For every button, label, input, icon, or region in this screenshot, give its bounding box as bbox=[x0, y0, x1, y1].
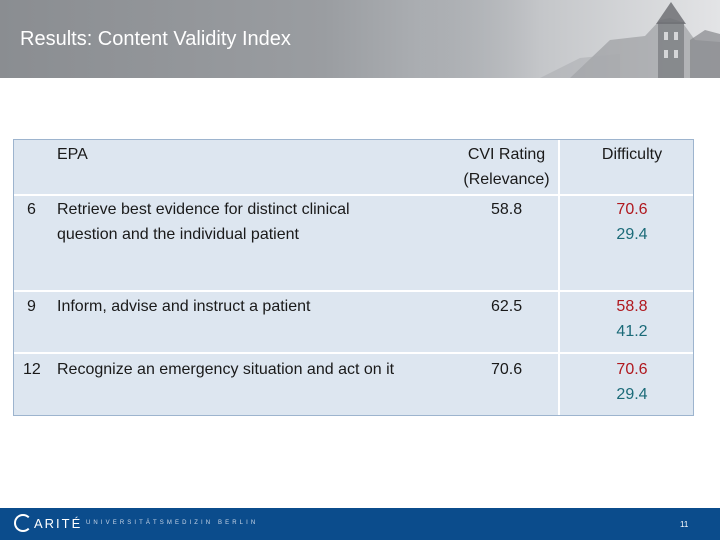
difficulty-value-red: 70.6 bbox=[616, 361, 648, 378]
row-divider bbox=[14, 352, 693, 354]
difficulty-values: 70.6 29.4 bbox=[569, 197, 695, 247]
epa-description: Recognize an emergency situation and act… bbox=[57, 357, 457, 382]
epa-description-line1: Retrieve best evidence for distinct clin… bbox=[57, 201, 350, 218]
slide-header: Results: Content Validity Index bbox=[0, 0, 720, 78]
column-header-epa: EPA bbox=[57, 146, 88, 163]
row-number: 9 bbox=[27, 298, 36, 315]
cvi-value: 70.6 bbox=[491, 361, 523, 378]
epa-description-line2: question and the individual patient bbox=[57, 226, 299, 243]
charite-logo: ARITÉ bbox=[14, 514, 82, 532]
difficulty-values: 70.6 29.4 bbox=[569, 357, 695, 407]
row-number: 12 bbox=[23, 361, 41, 378]
difficulty-value-red: 58.8 bbox=[616, 298, 648, 315]
difficulty-value-teal: 29.4 bbox=[616, 226, 648, 243]
difficulty-value-red: 70.6 bbox=[616, 201, 648, 218]
slide-footer: ARITÉ UNIVERSITÄTSMEDIZIN BERLIN 11 bbox=[0, 508, 720, 540]
cvi-value: 62.5 bbox=[491, 298, 523, 315]
row-divider bbox=[14, 290, 693, 292]
building-photo bbox=[420, 0, 720, 78]
epa-description: Retrieve best evidence for distinct clin… bbox=[57, 197, 437, 247]
difficulty-values: 58.8 41.2 bbox=[569, 294, 695, 344]
column-header-difficulty: Difficulty bbox=[601, 146, 663, 163]
cvi-value: 58.8 bbox=[491, 201, 523, 218]
cvi-table: EPA CVI Rating (Relevance) Difficulty 6 … bbox=[13, 139, 694, 416]
logo-c-icon bbox=[14, 514, 32, 532]
difficulty-value-teal: 41.2 bbox=[616, 323, 648, 340]
row-number: 6 bbox=[27, 201, 36, 218]
epa-description-line1: Recognize an emergency situation and act… bbox=[57, 361, 395, 378]
column-header-cvi: CVI Rating (Relevance) bbox=[444, 142, 569, 192]
column-header-cvi-line1: CVI Rating bbox=[467, 146, 546, 163]
slide-title: Results: Content Validity Index bbox=[20, 28, 291, 50]
logo-text: ARITÉ bbox=[34, 516, 83, 531]
difficulty-value-teal: 29.4 bbox=[616, 386, 648, 403]
epa-description: Inform, advise and instruct a patient bbox=[57, 294, 437, 319]
row-divider bbox=[14, 194, 693, 196]
column-header-cvi-line2: (Relevance) bbox=[463, 171, 550, 188]
epa-description-line1: Inform, advise and instruct a patient bbox=[57, 298, 311, 315]
column-divider bbox=[558, 140, 560, 415]
page-number: 11 bbox=[680, 520, 689, 529]
institution-name: UNIVERSITÄTSMEDIZIN BERLIN bbox=[86, 520, 259, 526]
